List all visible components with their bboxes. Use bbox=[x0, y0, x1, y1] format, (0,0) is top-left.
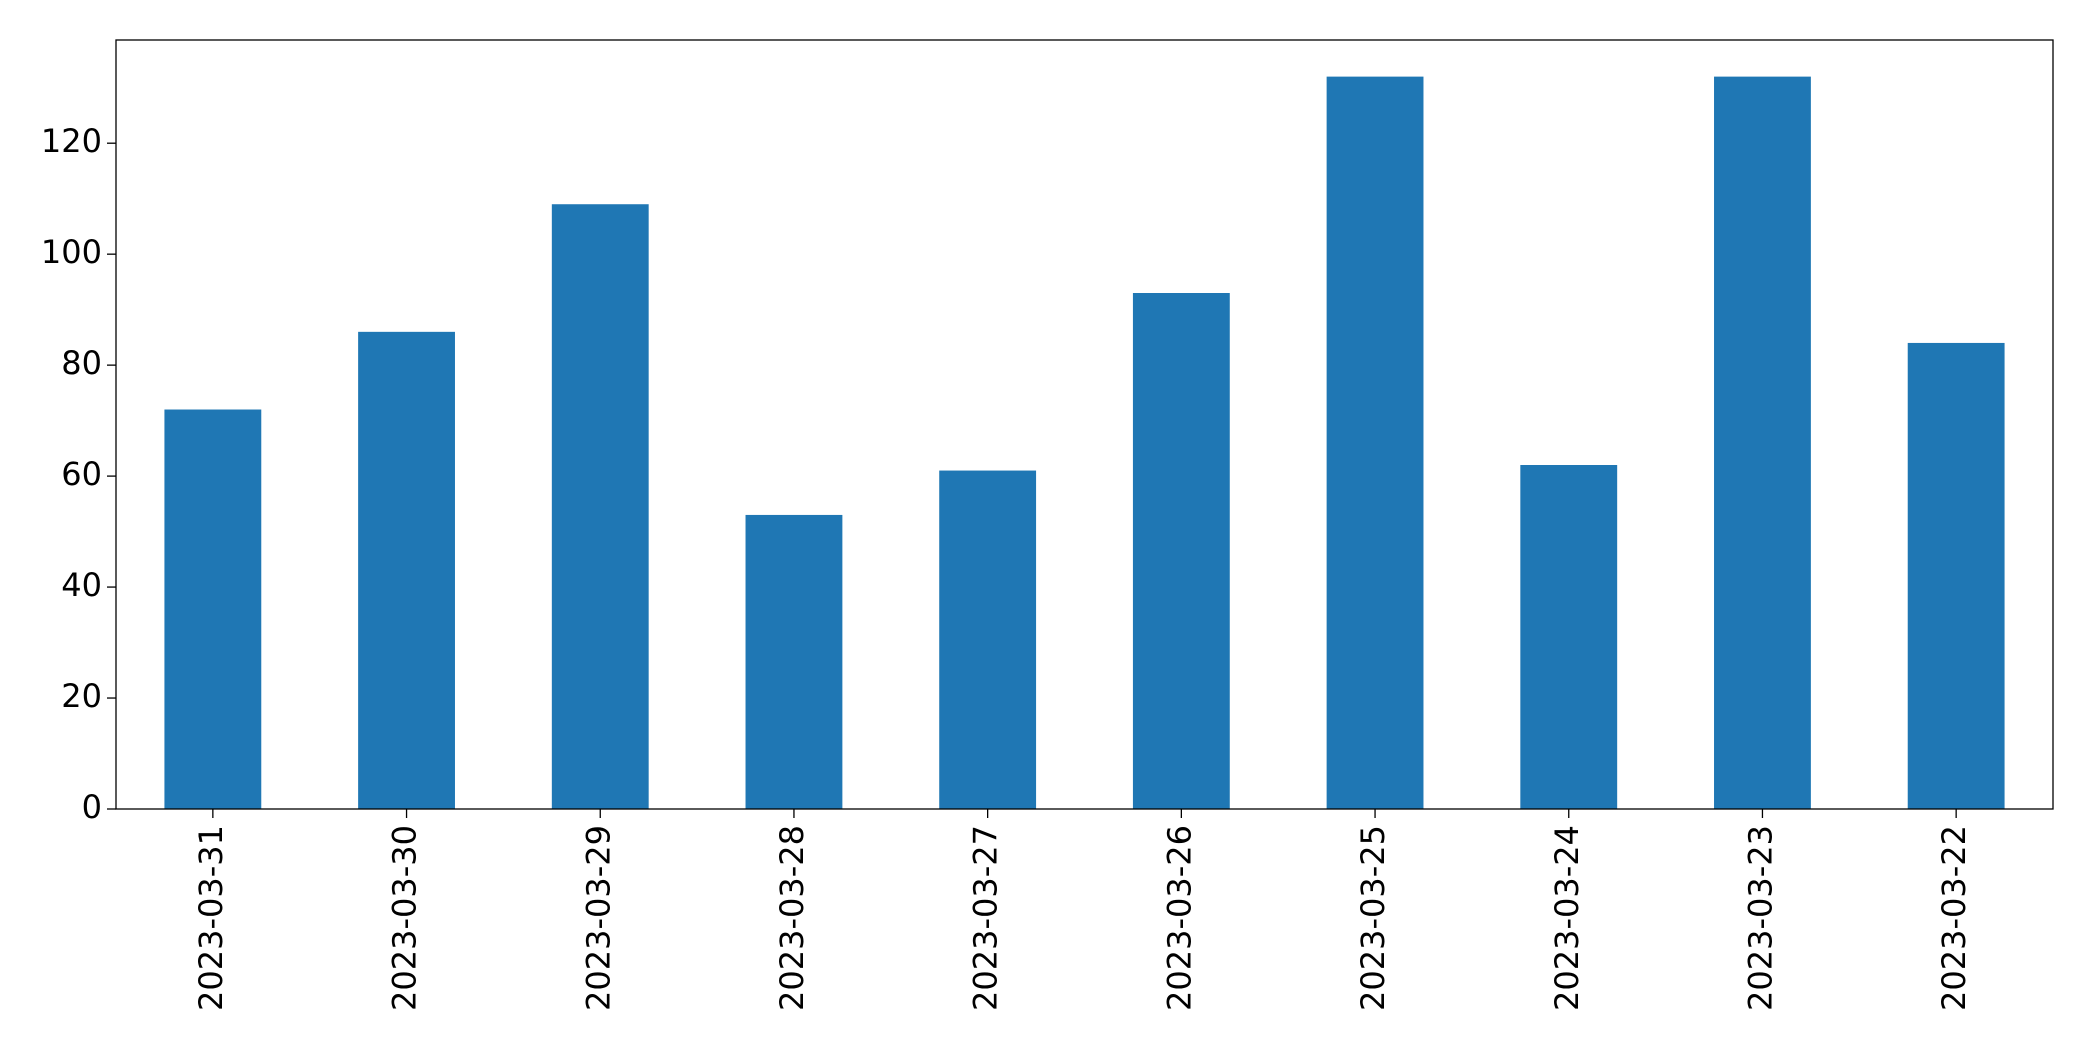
bar bbox=[1326, 76, 1424, 810]
bar bbox=[1907, 342, 2005, 809]
x-tick-label: 2023-03-29 bbox=[579, 825, 617, 1011]
x-tick-label: 2023-03-22 bbox=[1935, 825, 1973, 1011]
plot-frame bbox=[115, 39, 2054, 810]
x-tick-label: 2023-03-25 bbox=[1354, 825, 1392, 1011]
bar bbox=[1714, 76, 1811, 810]
bar bbox=[939, 470, 1037, 809]
bar bbox=[1520, 465, 1618, 809]
y-tick-label: 40 bbox=[61, 566, 102, 604]
y-tick-label: 120 bbox=[41, 122, 102, 160]
x-tick-label: 2023-03-27 bbox=[967, 825, 1005, 1011]
x-tick-label: 2023-03-26 bbox=[1160, 825, 1198, 1011]
bar bbox=[551, 204, 649, 809]
bar bbox=[745, 514, 843, 809]
x-tick-label: 2023-03-28 bbox=[773, 825, 811, 1011]
bar bbox=[1132, 293, 1230, 809]
y-tick-label: 80 bbox=[61, 344, 102, 382]
x-tick-label: 2023-03-31 bbox=[192, 825, 230, 1011]
x-tick-label: 2023-03-30 bbox=[386, 825, 424, 1011]
x-tick-label: 2023-03-24 bbox=[1548, 825, 1586, 1011]
x-tick-label: 2023-03-23 bbox=[1741, 825, 1779, 1011]
y-tick-label: 20 bbox=[61, 677, 102, 715]
y-tick-label: 60 bbox=[61, 455, 102, 493]
bar bbox=[164, 409, 262, 809]
y-tick-label: 0 bbox=[82, 788, 102, 826]
bar bbox=[358, 331, 455, 809]
y-tick-label: 100 bbox=[41, 233, 102, 271]
